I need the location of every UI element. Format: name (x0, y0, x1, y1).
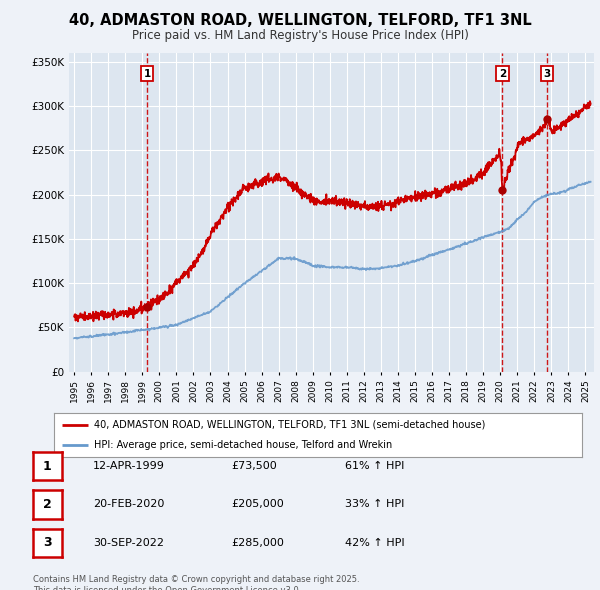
Text: 42% ↑ HPI: 42% ↑ HPI (345, 538, 404, 548)
Text: £205,000: £205,000 (231, 500, 284, 509)
Text: Price paid vs. HM Land Registry's House Price Index (HPI): Price paid vs. HM Land Registry's House … (131, 29, 469, 42)
Text: HPI: Average price, semi-detached house, Telford and Wrekin: HPI: Average price, semi-detached house,… (94, 440, 392, 450)
Text: 30-SEP-2022: 30-SEP-2022 (93, 538, 164, 548)
Text: 12-APR-1999: 12-APR-1999 (93, 461, 165, 471)
Text: 40, ADMASTON ROAD, WELLINGTON, TELFORD, TF1 3NL (semi-detached house): 40, ADMASTON ROAD, WELLINGTON, TELFORD, … (94, 420, 485, 430)
Text: 40, ADMASTON ROAD, WELLINGTON, TELFORD, TF1 3NL: 40, ADMASTON ROAD, WELLINGTON, TELFORD, … (68, 13, 532, 28)
Text: 33% ↑ HPI: 33% ↑ HPI (345, 500, 404, 509)
Text: 20-FEB-2020: 20-FEB-2020 (93, 500, 164, 509)
Text: 2: 2 (43, 498, 52, 511)
Text: £285,000: £285,000 (231, 538, 284, 548)
Text: 61% ↑ HPI: 61% ↑ HPI (345, 461, 404, 471)
Text: 1: 1 (143, 69, 151, 79)
Text: 3: 3 (43, 536, 52, 549)
Text: 1: 1 (43, 460, 52, 473)
Text: £73,500: £73,500 (231, 461, 277, 471)
Text: 3: 3 (544, 69, 551, 79)
Text: Contains HM Land Registry data © Crown copyright and database right 2025.
This d: Contains HM Land Registry data © Crown c… (33, 575, 359, 590)
Text: 2: 2 (499, 69, 506, 79)
